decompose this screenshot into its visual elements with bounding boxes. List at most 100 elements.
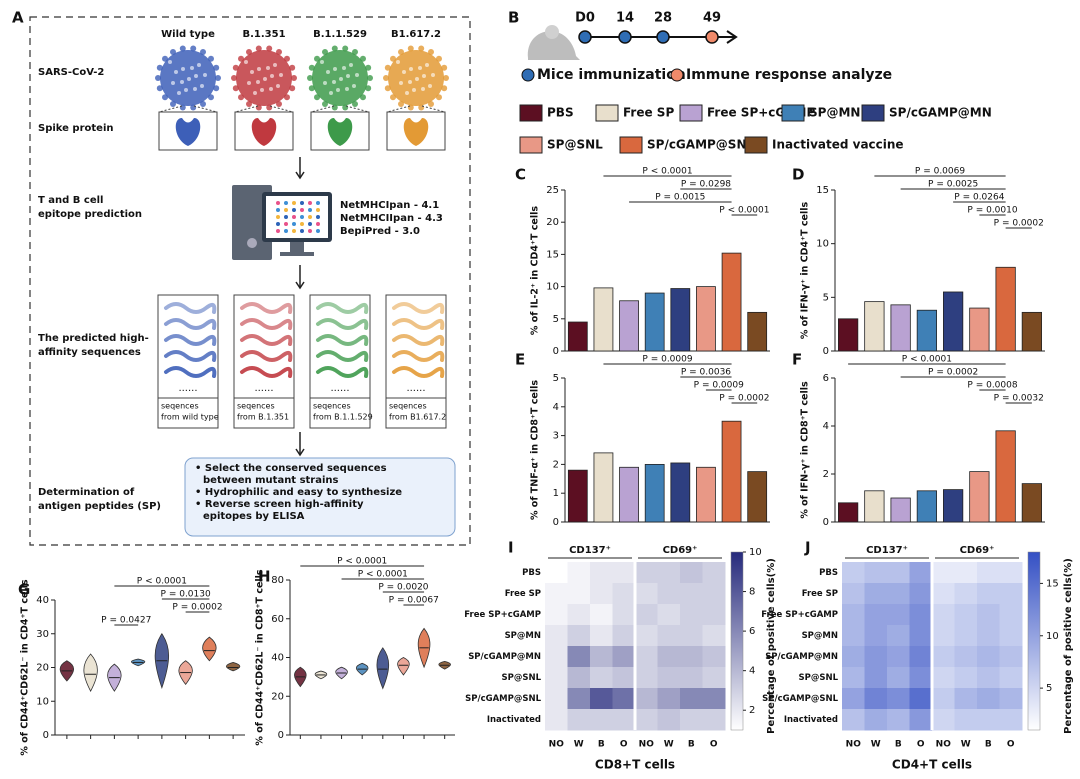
zoom-lines [310,105,370,113]
dot [333,67,337,71]
column-label: B [598,740,605,750]
heatmap-cell [909,562,933,584]
heatmap-cell [657,562,681,584]
dot [193,87,197,91]
y-axis-title: % of IFN-γ⁺ in CD8⁺T cells [800,381,811,519]
heatmap-cell [909,625,933,647]
row-label: SP@MN [505,631,541,641]
heatmap-cell [567,646,591,668]
heatmap-cell [612,625,636,647]
y-tick-label: 0 [553,517,559,528]
column-label: O [710,740,718,750]
heatmap-cell [545,562,568,584]
screen-dot [292,229,296,233]
p-value: P = 0.0025 [928,180,978,190]
row-label: The predicted high- [38,333,149,344]
p-value: P = 0.0010 [967,206,1017,216]
y-tick-label: 25 [546,185,559,196]
spike [291,75,297,81]
x-axis-title: CD4+T cells [892,758,972,772]
legend-text: SP/cGAMP@MN [889,106,992,120]
heatmap-cell [977,709,1000,731]
bar [670,288,691,352]
spike [418,45,425,52]
spike [407,45,414,52]
dot [355,73,359,77]
dot [257,67,261,71]
row-label: Free SP [802,589,838,599]
spike [215,75,221,81]
y-tick-label: 40 [36,595,49,606]
peptide [240,334,293,346]
row-label: Spike protein [38,123,114,134]
p-value: P = 0.0009 [694,381,744,391]
computer-icon [232,185,332,260]
sequence-label: seqences [237,402,275,411]
legend-swatch [595,104,619,122]
peptide [316,302,369,314]
panel-label: E [515,351,525,369]
heatmap-cell [680,688,703,710]
heatmap-cell [545,709,568,731]
bar [619,466,639,523]
stand [290,242,304,252]
sequence-box [157,294,219,429]
base [280,252,314,256]
dot [270,74,274,78]
peptide [164,302,217,314]
heatmap-cell [635,688,658,710]
ellipsis: ...... [330,383,349,394]
column-label: W [961,740,971,750]
sequence-label: from B.1.1.529 [313,413,373,422]
spike [441,64,448,71]
sequence-label: from wild type [161,413,219,422]
peptide [240,366,293,378]
heatmap-cell [702,646,726,668]
y-axis-title: % of IFN-γ⁺ in CD4⁺T cells [800,201,811,339]
dot [190,66,194,70]
heatmap-cell [612,646,636,668]
p-value: P = 0.0002 [172,603,222,613]
legend-swatch [744,136,768,154]
heatmap-cell [842,604,865,626]
timepoint [705,30,719,44]
dot [412,88,416,92]
bar [838,318,859,352]
heatmap-cell [999,688,1023,710]
dot [336,88,340,92]
y-tick-label: 3 [553,431,559,442]
y-tick-label: 20 [546,217,559,228]
day-label: D0 [575,11,595,26]
heatmap-cell [702,688,726,710]
column-label: NO [639,740,655,750]
heatmap-cell [887,583,910,605]
column-label: NO [936,740,952,750]
heatmap-cell [590,688,613,710]
violin [202,636,217,662]
bar [969,471,990,523]
violin [376,647,390,690]
row-label: T and B cell [38,195,103,206]
bar [619,300,639,352]
legend-text: Immune response analyze [686,67,892,83]
heatmap-cell [887,604,910,626]
heatmap-cell [590,604,613,626]
bar [995,430,1016,523]
heatmap-cell [590,667,613,689]
bar [721,420,742,523]
dot [263,77,267,81]
dot [323,81,327,85]
legend-text: Free SP [623,106,674,120]
heatmap-cell [887,646,910,668]
spike [331,45,338,52]
dot [415,77,419,81]
heatmap-cell [977,583,1000,605]
heatmap-cell [702,625,726,647]
heatmap-cell [842,667,865,689]
colorbar-title: Percentage of positive cells(%) [766,558,777,734]
y-tick-label: 2 [823,469,829,480]
heatmap-cell [977,646,1000,668]
spike [342,45,349,52]
dot [200,84,204,88]
heatmap-cell [932,709,955,731]
